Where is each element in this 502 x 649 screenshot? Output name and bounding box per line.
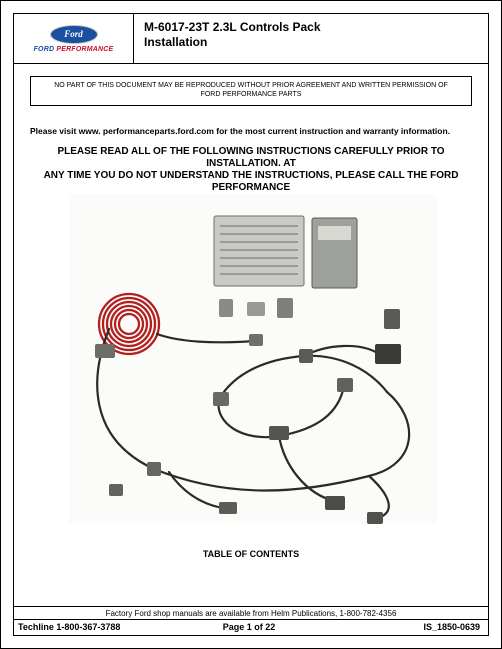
footer-manuals-line: Factory Ford shop manuals are available … bbox=[14, 606, 488, 620]
wordmark-performance: PERFORMANCE bbox=[54, 46, 113, 53]
footer-bottom-row: Techline 1-800-367-3788 Page 1 of 22 IS_… bbox=[14, 620, 488, 635]
visit-website-line: Please visit www. performanceparts.ford.… bbox=[30, 126, 472, 136]
ford-logo-oval: Ford bbox=[50, 25, 98, 44]
page-border: Ford FORD PERFORMANCE M-6017-23T 2.3L Co… bbox=[13, 13, 489, 636]
footer-page-number: Page 1 of 22 bbox=[172, 620, 326, 635]
read-line-1: PLEASE READ ALL OF THE FOLLOWING INSTRUC… bbox=[32, 146, 470, 170]
title-line-2: Installation bbox=[144, 35, 478, 50]
product-photo bbox=[69, 194, 437, 524]
read-line-2: ANY TIME YOU DO NOT UNDERSTAND THE INSTR… bbox=[32, 170, 470, 194]
wordmark-ford: FORD bbox=[34, 46, 55, 53]
logo-cell: Ford FORD PERFORMANCE bbox=[14, 14, 134, 63]
table-of-contents-heading: TABLE OF CONTENTS bbox=[14, 549, 488, 559]
title-line-1: M-6017-23T 2.3L Controls Pack bbox=[144, 20, 478, 35]
reproduction-notice: NO PART OF THIS DOCUMENT MAY BE REPRODUC… bbox=[30, 76, 472, 106]
ford-performance-wordmark: FORD PERFORMANCE bbox=[34, 46, 114, 53]
footer-doc-id: IS_1850-0639 bbox=[326, 620, 488, 635]
notice-line-2: FORD PERFORMANCE PARTS bbox=[37, 91, 465, 100]
notice-line-1: NO PART OF THIS DOCUMENT MAY BE REPRODUC… bbox=[37, 82, 465, 91]
header-row: Ford FORD PERFORMANCE M-6017-23T 2.3L Co… bbox=[14, 14, 488, 64]
footer-techline: Techline 1-800-367-3788 bbox=[14, 620, 172, 635]
document-title: M-6017-23T 2.3L Controls Pack Installati… bbox=[134, 14, 488, 63]
wiring-harness-illustration bbox=[69, 194, 437, 524]
